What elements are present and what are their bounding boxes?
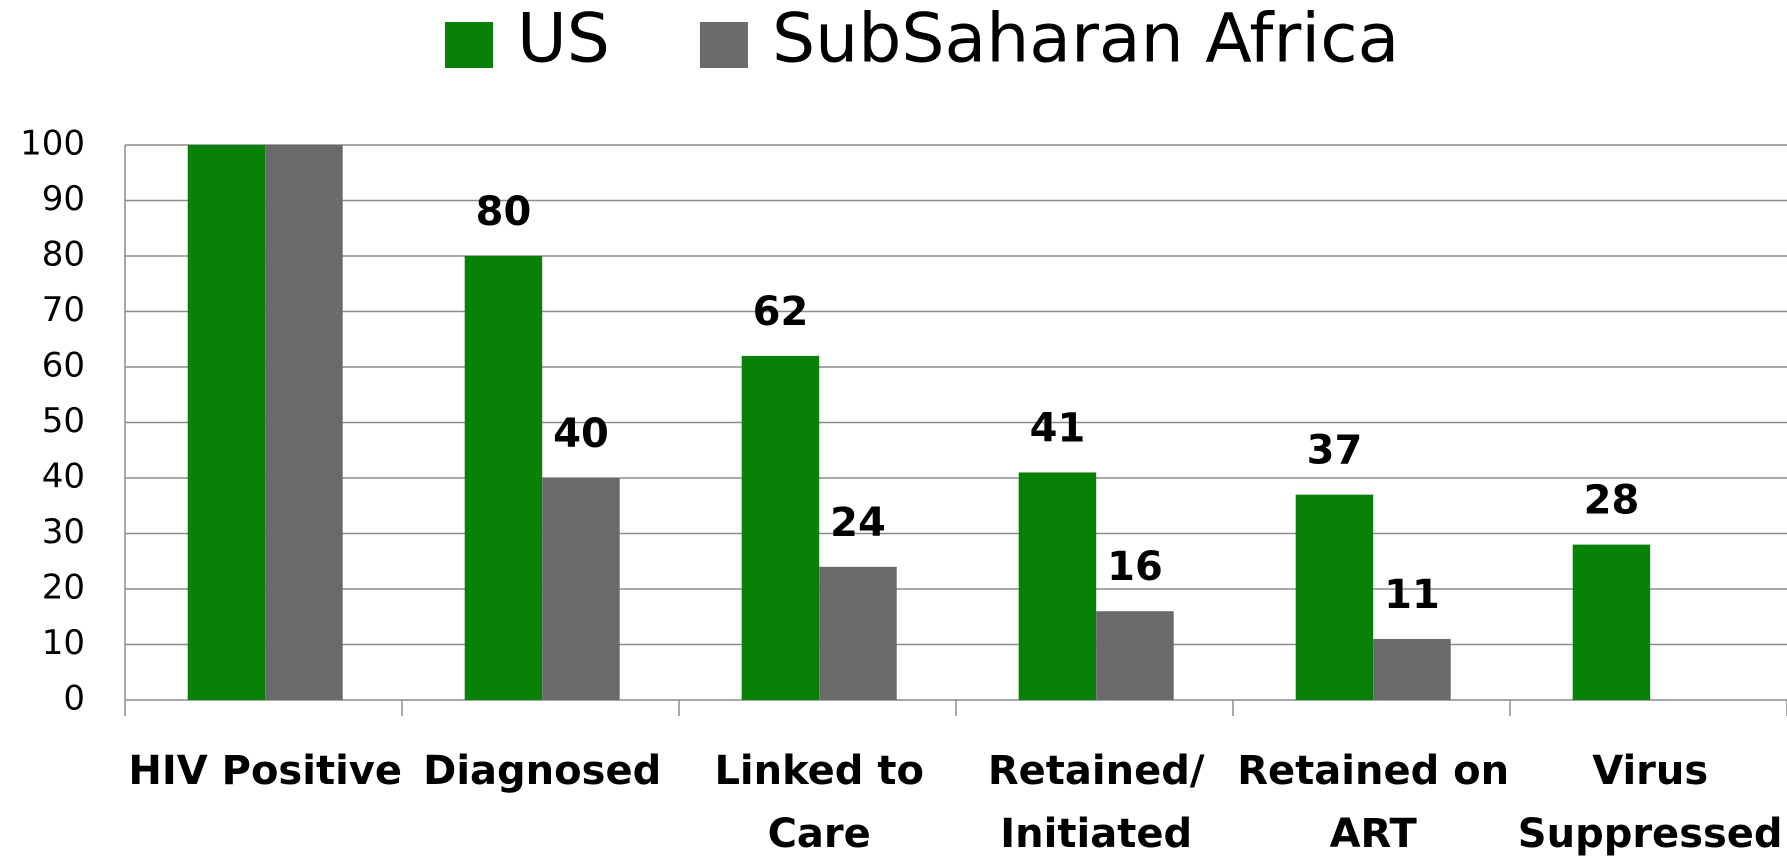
x-tick-label: Retained on ART <box>1237 748 1510 857</box>
y-tick-label: 50 <box>42 401 85 441</box>
bar <box>187 145 266 700</box>
data-label: 11 <box>1384 572 1440 618</box>
y-tick-label: 60 <box>42 346 85 386</box>
y-tick-label: 0 <box>63 679 85 719</box>
y-tick-label: 40 <box>42 457 85 497</box>
x-tick-label: HIV Positive <box>128 748 402 794</box>
data-label: 24 <box>830 500 886 546</box>
bar <box>819 566 897 700</box>
bar <box>542 478 620 700</box>
legend-label: US <box>517 0 610 79</box>
bar <box>1572 544 1651 700</box>
x-tick-label: Virus Suppressed <box>1517 748 1783 857</box>
y-tick-label: 10 <box>42 623 85 663</box>
data-label: 16 <box>1107 544 1163 590</box>
legend-swatch <box>699 22 748 68</box>
bar <box>741 355 820 700</box>
y-tick-label: 80 <box>42 235 85 275</box>
y-tick-label: 20 <box>42 568 85 608</box>
bar <box>1096 611 1174 700</box>
bar <box>265 145 343 700</box>
y-tick-label: 70 <box>42 290 85 330</box>
data-label: 80 <box>476 189 532 235</box>
legend-label: SubSaharan Africa <box>772 0 1399 79</box>
y-tick-label: 30 <box>42 512 85 552</box>
data-label: 41 <box>1030 405 1086 451</box>
data-label: 62 <box>753 289 809 335</box>
x-tick-label: Linked to Care <box>714 748 924 857</box>
bar <box>1295 494 1374 700</box>
y-tick-label: 100 <box>20 124 85 164</box>
bar <box>1373 638 1451 700</box>
x-tick-label: Retained/ Initiated <box>987 748 1205 857</box>
data-label: 28 <box>1584 478 1640 524</box>
bar <box>1018 472 1097 700</box>
bar <box>464 256 543 700</box>
y-tick-label: 90 <box>42 179 85 219</box>
data-label: 37 <box>1307 428 1363 474</box>
legend-swatch <box>445 22 493 68</box>
x-tick-label: Diagnosed <box>423 748 662 794</box>
data-label: 40 <box>553 411 609 457</box>
